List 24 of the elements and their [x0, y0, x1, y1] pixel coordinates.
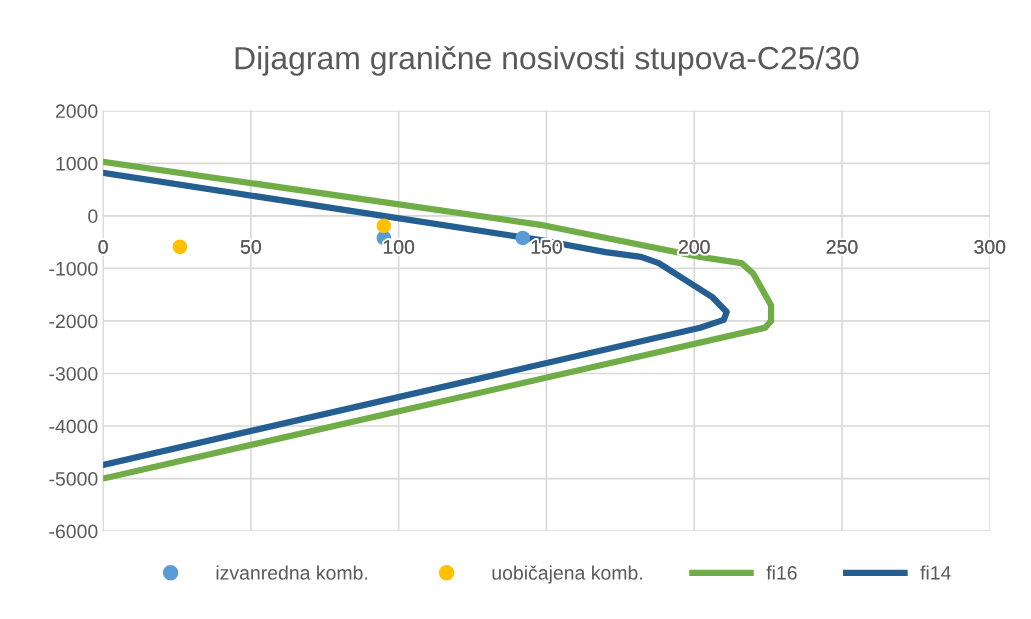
y-tick-label: -1000: [49, 261, 98, 276]
legend-label: izvanredna komb.: [216, 565, 368, 580]
x-tick-label: 150: [531, 240, 562, 254]
point: [515, 230, 531, 246]
x-tick-label: 250: [826, 240, 858, 254]
point: [172, 239, 188, 255]
legend-label: uobičajena komb.: [492, 565, 642, 584]
y-tick-label: 0: [88, 209, 98, 224]
x-tick-label: 50: [240, 240, 261, 254]
y-tick-label: -4000: [49, 419, 98, 434]
y-tick-label: -5000: [49, 472, 98, 486]
x-tick-label: 0: [98, 240, 108, 254]
x-tick-label: 200: [678, 240, 710, 254]
y-tick-label: -3000: [49, 366, 98, 381]
y-tick-label: -6000: [49, 524, 98, 539]
chart-title: Dijagram granične nosivosti stupova-C25/30: [235, 45, 859, 76]
x-tick-label: 300: [974, 240, 1006, 254]
legend-label: fi14: [920, 565, 951, 580]
legend-label: fi16: [766, 565, 797, 580]
x-tick-label: 100: [383, 240, 415, 254]
y-tick-label: 1000: [56, 156, 98, 171]
y-tick-label: 2000: [55, 104, 98, 119]
point: [376, 218, 392, 234]
y-tick-label: -2000: [49, 314, 98, 329]
